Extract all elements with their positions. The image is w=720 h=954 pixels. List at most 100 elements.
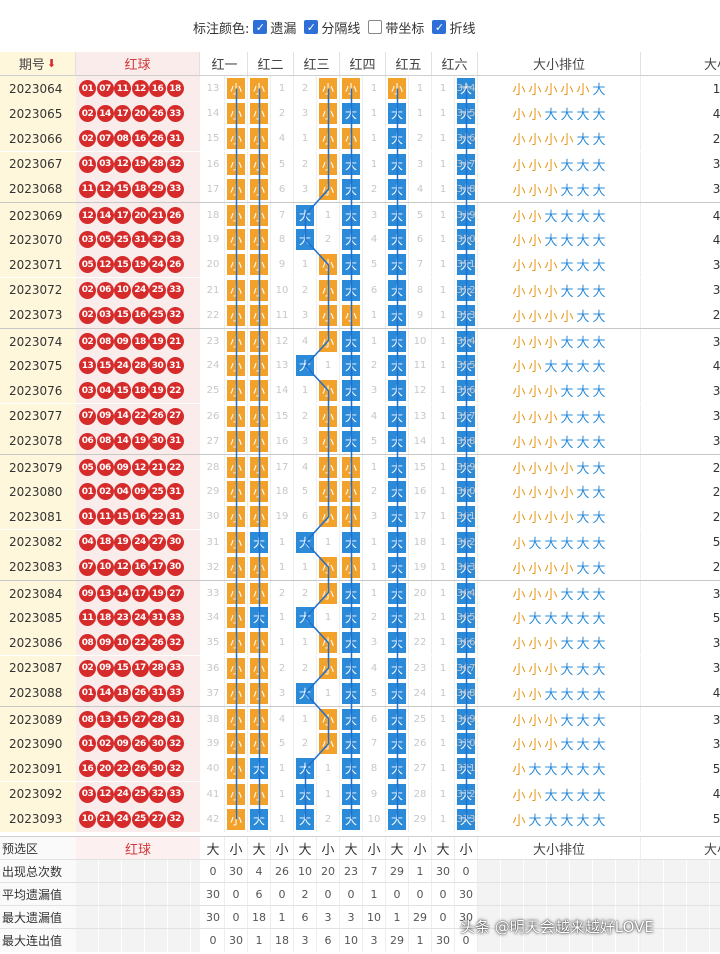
big-label: 大 <box>576 210 590 225</box>
table-row[interactable]: 2023089 08 13 15 27 28 31 38 小小 4 1 小大 6 大 25 1 大 369 小小小大… <box>0 706 720 732</box>
size-rank-cell: 小小大大大大 <box>478 680 641 706</box>
table-row[interactable]: 2023077 07 09 14 22 26 27 26 小小 15 2 小大 4 大 13 1 大 357 小小小… <box>0 403 720 429</box>
table-row[interactable]: 2023083 07 10 12 16 17 30 32 小小 1 1 小小 1 大 19 1 大 363 小小小小… <box>0 554 720 580</box>
option-coords[interactable]: 带坐标 <box>368 18 424 37</box>
trend-cell: 小 <box>225 403 248 429</box>
trend-cell: 大 <box>340 378 363 404</box>
table-row[interactable]: 2023068 11 12 15 18 29 33 17 小小 6 3 小大 2 大 4 1 大 348 小小小大大… <box>0 176 720 202</box>
table-row[interactable]: 2023093 10 21 24 25 27 32 42 小大 1 大 2 大 10 大 29 1 大 373 小大大… <box>0 806 720 832</box>
trend-cell: 小 <box>317 581 340 606</box>
small-label: 小 <box>528 133 542 149</box>
preselect-option[interactable]: 大 <box>294 837 317 860</box>
trend-cell: 小 <box>248 707 271 732</box>
red-ball: 18 <box>131 333 149 350</box>
small-marker: 小 <box>250 632 268 654</box>
big-label: 大 <box>576 637 590 653</box>
trend-cell: 小 <box>248 630 271 656</box>
red-ball: 33 <box>166 684 184 702</box>
red-ball: 19 <box>149 382 166 400</box>
checkbox-coords[interactable] <box>368 20 383 34</box>
checkbox-divider[interactable]: ✓ <box>304 20 319 34</box>
table-row[interactable]: 2023072 02 06 10 24 25 33 21 小小 10 2 小大 6 大 8 1 大 352 小小小大… <box>0 277 720 303</box>
checkbox-missing[interactable]: ✓ <box>253 20 268 34</box>
small-marker: 小 <box>227 103 245 125</box>
table-row[interactable]: 2023073 02 03 15 16 25 32 22 小小 11 3 小小 1 大 9 1 大 353 小小小小… <box>0 302 720 328</box>
big-marker: 大 <box>388 506 406 528</box>
red-ball: 29 <box>149 180 166 198</box>
table-row[interactable]: 2023084 09 13 14 17 19 27 33 小小 2 2 小大 1 大 20 1 大 364 小小小大… <box>0 580 720 606</box>
table-row[interactable]: 2023065 02 14 17 20 26 33 14 小小 2 3 小大 1 大 1 1 大 345 小小大大大… <box>0 101 720 127</box>
table-row[interactable]: 2023088 01 14 18 26 31 33 37 小小 3 大 1 大 5 大 24 1 大 368 小小大大… <box>0 680 720 706</box>
table-row[interactable]: 2023074 02 08 09 18 19 21 23 小小 12 4 小大 1 大 10 1 大 354 小小小… <box>0 328 720 354</box>
trend-cell: 1 <box>432 302 455 328</box>
trend-cell: 小 <box>225 329 248 354</box>
preselect-option[interactable]: 小 <box>455 837 478 860</box>
preselect-ratio[interactable]: 大小 <box>703 843 720 858</box>
preselect-option[interactable]: 大 <box>432 837 455 860</box>
big-marker: 大 <box>388 430 406 452</box>
redball-cell: 08 13 15 27 28 31 <box>76 707 200 732</box>
table-row[interactable]: 2023078 06 08 14 19 30 31 27 小小 16 3 小大 5 大 14 1 大 358 小小小… <box>0 428 720 454</box>
preselect-option[interactable]: 大 <box>386 837 409 860</box>
table-row[interactable]: 2023075 13 15 24 28 30 31 24 小小 13 大 1 大 2 大 11 1 大 355 小小大… <box>0 353 720 379</box>
trend-cell: 1 <box>363 302 386 328</box>
table-row[interactable]: 2023079 05 06 09 12 21 22 28 小小 17 4 小小 1 大 15 1 大 359 小小小… <box>0 454 720 480</box>
small-label: 小 <box>512 210 526 225</box>
table-row[interactable]: 2023087 02 09 15 17 28 33 36 小小 2 2 小大 4 大 23 1 大 367 小小小大… <box>0 655 720 681</box>
preselect-option[interactable]: 小 <box>225 837 248 860</box>
option-polyline[interactable]: ✓ 折线 <box>432 18 475 37</box>
checkbox-polyline[interactable]: ✓ <box>432 20 447 34</box>
trend-cell: 8 <box>363 756 386 782</box>
table-row[interactable]: 2023066 02 07 08 16 26 31 15 小小 4 1 小小 1 大 2 1 大 346 小小小小大… <box>0 126 720 152</box>
trend-cell: 大 <box>386 101 409 127</box>
table-row[interactable]: 2023064 01 07 11 12 16 18 13 小小 1 2 小小 1 小 1 1 大 344 小小小小小… <box>0 76 720 101</box>
period-header[interactable]: 期号 ⬇ <box>0 52 76 75</box>
big-marker: 大 <box>388 457 406 478</box>
table-row[interactable]: 2023070 03 05 25 31 32 33 19 小小 8 大 2 大 4 大 6 1 大 350 小小大大大… <box>0 227 720 253</box>
table-row[interactable]: 2023091 16 20 22 26 30 32 40 小大 1 大 1 大 8 大 27 1 大 371 小大大大… <box>0 756 720 782</box>
red-ball: 13 <box>96 585 114 602</box>
trend-cell: 10 <box>409 329 432 354</box>
stat-value: 1 <box>248 929 271 952</box>
preselect-size-rank[interactable]: 大小排位 <box>478 837 641 860</box>
big-label: 大 <box>544 813 558 829</box>
preselect-option[interactable]: 大 <box>248 837 271 860</box>
size-rank-cell: 小小小大大大 <box>478 403 641 429</box>
red-ball: 08 <box>79 634 96 652</box>
red-ball: 16 <box>131 130 149 148</box>
trend-cell: 大 <box>386 378 409 404</box>
table-row[interactable]: 2023067 01 03 12 19 28 32 16 小小 5 2 小大 1 大 3 1 大 347 小小小大大… <box>0 151 720 177</box>
preselect-redball[interactable]: 红球 <box>76 837 200 860</box>
trend-cell: 2 <box>294 403 317 429</box>
table-row[interactable]: 2023076 03 04 15 18 19 22 25 小小 14 1 小大 3 大 12 1 大 356 小小小… <box>0 378 720 404</box>
size-rank-cell: 小小小大大大 <box>478 329 641 354</box>
preselect-option[interactable]: 小 <box>317 837 340 860</box>
table-row[interactable]: 2023090 01 02 09 26 30 32 39 小小 5 2 小大 7 大 26 1 大 370 小小小大… <box>0 731 720 757</box>
table-row[interactable]: 2023069 12 14 17 20 21 26 18 小小 7 大 1 大 3 大 5 1 大 349 小小大大大… <box>0 202 720 228</box>
table-row[interactable]: 2023082 04 18 19 24 27 30 31 小大 1 大 1 大 1 大 18 1 大 362 小大大大… <box>0 529 720 555</box>
preselect-option[interactable]: 小 <box>409 837 432 860</box>
option-missing[interactable]: ✓ 遗漏 <box>253 18 296 37</box>
red-ball: 01 <box>79 155 96 173</box>
table-row[interactable]: 2023080 01 02 04 09 25 31 29 小小 18 5 小小 2 大 16 1 大 360 小小小… <box>0 479 720 505</box>
trend-cell: 1 <box>432 329 455 354</box>
stat-redball-area <box>76 883 200 906</box>
preselect-option[interactable]: 大 <box>340 837 363 860</box>
preselect-option[interactable]: 小 <box>271 837 294 860</box>
table-row[interactable]: 2023092 03 12 24 25 32 33 41 小小 1 大 1 大 9 大 28 1 大 372 小小大大… <box>0 781 720 807</box>
table-row[interactable]: 2023085 11 18 23 24 31 33 34 小大 1 大 1 大 2 大 21 1 大 365 小大大大… <box>0 605 720 631</box>
preselect-option[interactable]: 大 <box>202 837 225 860</box>
trend-cell: 小 <box>248 329 271 354</box>
table-row[interactable]: 2023071 05 12 15 19 24 26 20 小小 9 1 小大 5 大 7 1 大 351 小小小大大… <box>0 252 720 278</box>
big-label: 大 <box>592 561 606 577</box>
option-divider[interactable]: ✓ 分隔线 <box>304 18 360 37</box>
red-ball: 19 <box>149 585 166 602</box>
big-marker: 大 <box>388 682 406 704</box>
preselect-option[interactable]: 小 <box>363 837 386 860</box>
red-ball: 18 <box>96 609 114 627</box>
big-marker: 大 <box>342 808 360 830</box>
table-row[interactable]: 2023081 01 11 15 16 22 31 30 小小 19 6 小小 3 大 17 1 大 361 小小小… <box>0 504 720 530</box>
table-row[interactable]: 2023086 08 09 10 22 26 32 35 小小 1 1 小大 3 大 22 1 大 366 小小小大… <box>0 630 720 656</box>
stat-label: 最大遗漏值 <box>0 906 76 929</box>
trend-cell: 大 <box>294 227 317 253</box>
